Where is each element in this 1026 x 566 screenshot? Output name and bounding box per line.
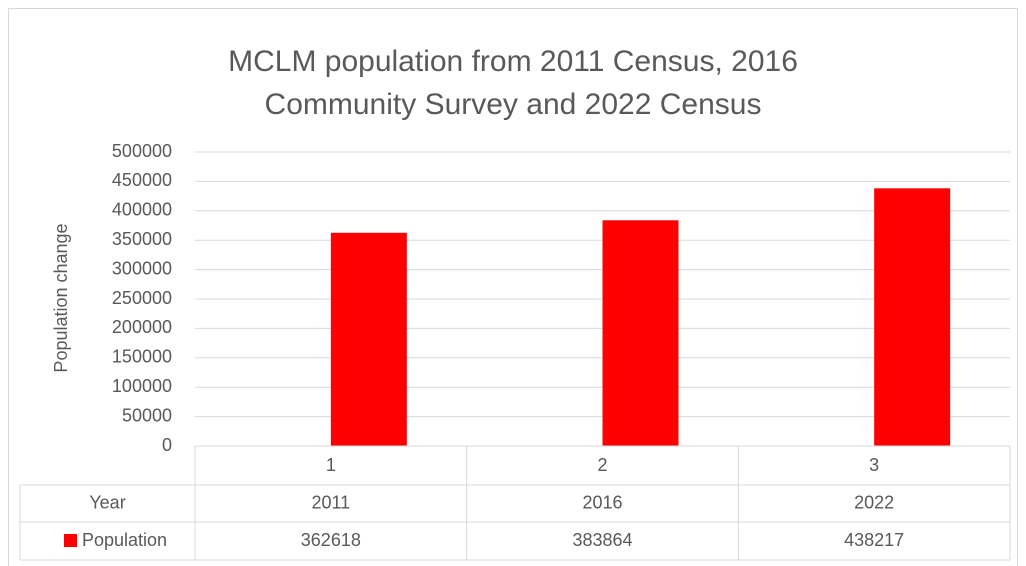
y-tick-label: 450000	[112, 170, 172, 190]
y-tick-label: 400000	[112, 200, 172, 220]
legend-key	[64, 534, 77, 547]
bar	[602, 220, 679, 446]
legend-label: Year	[89, 492, 125, 512]
chart-title: MCLM population from 2011 Census, 2016 C…	[228, 45, 798, 121]
legend-label: Population	[82, 530, 167, 550]
table-cell: 438217	[844, 530, 904, 550]
y-tick-label: 100000	[112, 376, 172, 396]
y-tick-label: 350000	[112, 229, 172, 249]
x-tick-label: 3	[869, 455, 879, 475]
chart-border	[8, 8, 1018, 566]
y-tick-label: 150000	[112, 347, 172, 367]
table-cell: 2016	[582, 492, 622, 512]
y-tick-label: 200000	[112, 317, 172, 337]
y-tick-label: 250000	[112, 288, 172, 308]
table-cell: 2011	[311, 492, 350, 512]
x-tick-label: 2	[597, 455, 607, 475]
table-cell: 362618	[301, 530, 361, 550]
bar	[874, 188, 951, 446]
table-cell: 383864	[572, 530, 632, 550]
bar	[330, 232, 407, 446]
y-tick-label: 50000	[122, 405, 172, 425]
y-tick-label: 300000	[112, 258, 172, 278]
x-tick-label: 1	[326, 455, 336, 475]
y-tick-label: 500000	[112, 141, 172, 161]
table-cell: 2022	[854, 492, 894, 512]
y-axis-label: Population change	[51, 223, 71, 372]
y-tick-label: 0	[162, 435, 172, 455]
